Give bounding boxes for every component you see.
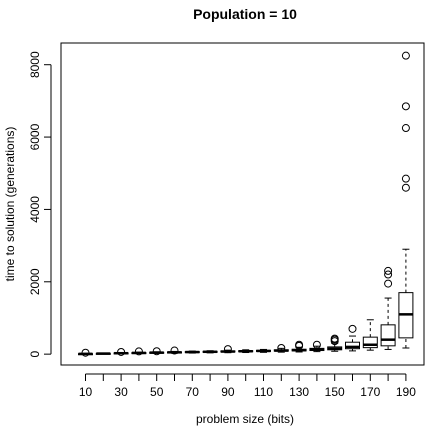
box-body xyxy=(380,324,396,347)
outlier-point xyxy=(152,347,161,356)
x-tick-label: 50 xyxy=(150,385,164,399)
outlier-point xyxy=(348,324,357,333)
x-tick-label: 90 xyxy=(221,385,235,399)
outlier-point xyxy=(81,348,90,357)
y-axis: 0 2000 4000 6000 8000 xyxy=(28,51,52,357)
x-tick-label: 150 xyxy=(325,385,345,399)
x-tick-label: 30 xyxy=(114,385,128,399)
outlier-point xyxy=(401,183,410,192)
box-160 xyxy=(345,324,360,352)
outlier-point xyxy=(223,345,232,354)
x-tick-label: 190 xyxy=(396,385,416,399)
y-tick-label: 0 xyxy=(28,350,42,357)
x-tick-label: 130 xyxy=(289,385,309,399)
outlier-point xyxy=(117,347,126,356)
y-axis-label: time to solution (generations) xyxy=(3,127,17,282)
x-tick-label: 70 xyxy=(186,385,200,399)
box-170 xyxy=(362,319,378,351)
box-body xyxy=(345,341,360,350)
x-axis-label: problem size (bits) xyxy=(196,412,294,426)
box-20 xyxy=(95,352,111,355)
box-90 xyxy=(220,345,236,354)
box-60 xyxy=(167,346,182,355)
box-110 xyxy=(256,348,271,353)
outlier-point xyxy=(170,346,179,355)
outlier-point xyxy=(295,340,304,349)
outlier-point xyxy=(401,51,410,60)
box-140 xyxy=(309,340,325,353)
outlier-point xyxy=(277,343,286,352)
chart-title: Population = 10 xyxy=(193,6,297,22)
box-body xyxy=(362,336,378,349)
x-axis: 10 30 50 70 90 110 130 150 170 190 xyxy=(79,373,416,399)
outlier-point xyxy=(384,279,393,288)
box-100 xyxy=(238,349,254,354)
box-70 xyxy=(184,350,200,354)
outlier-point xyxy=(134,347,143,356)
box-40 xyxy=(131,347,147,356)
outlier-point xyxy=(401,124,410,133)
y-tick-label: 4000 xyxy=(28,196,42,223)
box-150 xyxy=(327,334,343,352)
y-tick-label: 6000 xyxy=(28,123,42,150)
x-tick-label: 10 xyxy=(79,385,93,399)
outlier-point xyxy=(401,102,410,111)
box-180 xyxy=(380,266,396,350)
box-30 xyxy=(113,347,129,356)
box-80 xyxy=(202,350,218,354)
box-190 xyxy=(398,51,414,349)
outlier-point xyxy=(312,340,321,349)
x-tick-label: 170 xyxy=(360,385,380,399)
y-tick-label: 8000 xyxy=(28,51,42,78)
outlier-point xyxy=(384,266,393,275)
box-50 xyxy=(149,347,165,356)
outlier-point xyxy=(330,334,339,343)
boxes-group xyxy=(78,51,414,357)
box-120 xyxy=(273,343,289,353)
box-130 xyxy=(291,340,307,353)
outlier-point xyxy=(384,270,393,279)
outlier-point xyxy=(401,174,410,183)
x-tick-label: 110 xyxy=(254,385,273,399)
plot-frame xyxy=(60,42,425,366)
box-10 xyxy=(78,348,93,357)
y-tick-label: 2000 xyxy=(28,268,42,295)
